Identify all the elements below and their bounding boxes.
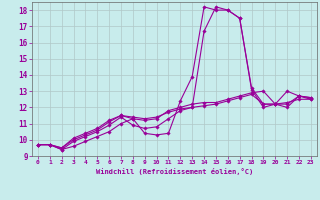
X-axis label: Windchill (Refroidissement éolien,°C): Windchill (Refroidissement éolien,°C) xyxy=(96,168,253,175)
